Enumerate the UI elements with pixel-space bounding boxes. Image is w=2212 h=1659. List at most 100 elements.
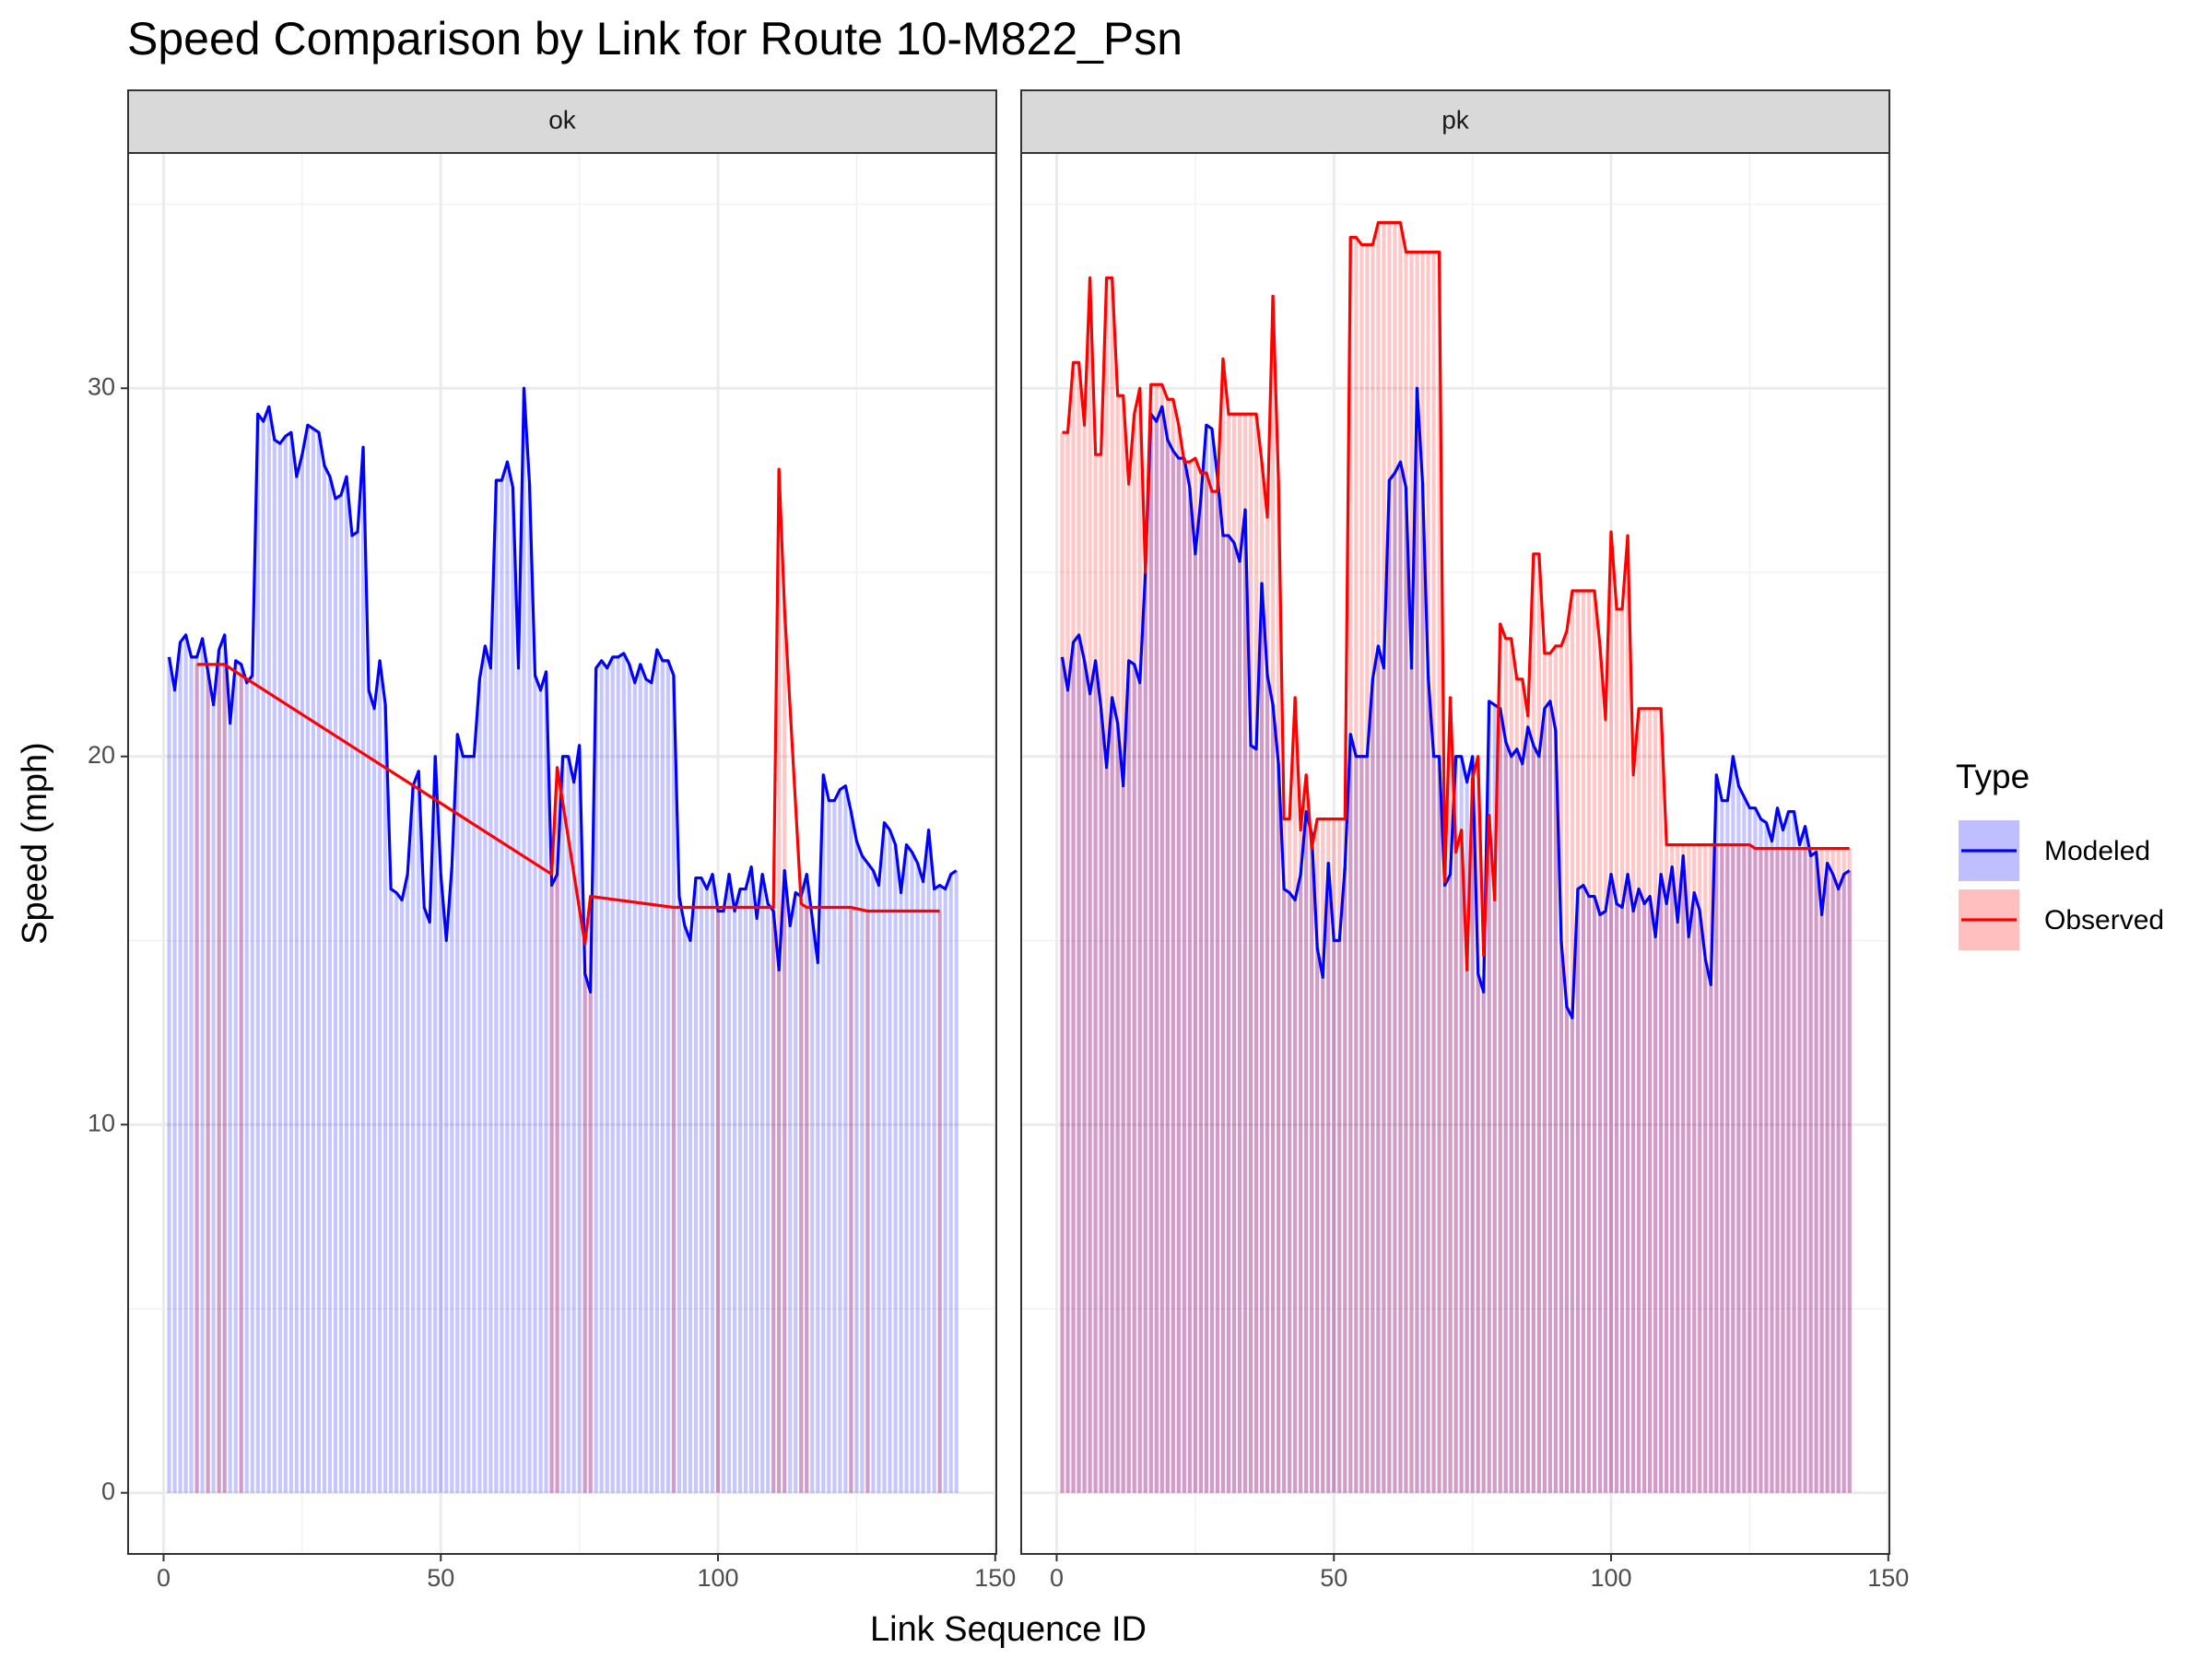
- bar: [1570, 1018, 1575, 1493]
- bar: [1104, 277, 1109, 1493]
- bar: [1343, 866, 1347, 1493]
- legend-label: Modeled: [2044, 836, 2150, 866]
- bar: [400, 900, 405, 1493]
- bar: [1143, 572, 1147, 1493]
- bar: [1520, 678, 1524, 1493]
- strip: [127, 89, 997, 154]
- bar: [1714, 774, 1719, 1493]
- bar: [1575, 888, 1581, 1493]
- bar: [871, 870, 876, 1493]
- bar: [1476, 756, 1480, 1493]
- bar: [1759, 818, 1763, 1493]
- bar: [1808, 848, 1813, 1493]
- bar: [1431, 252, 1436, 1493]
- bar: [588, 896, 593, 1493]
- bar: [1547, 653, 1552, 1493]
- bar: [1536, 756, 1541, 1493]
- bar: [428, 922, 432, 1493]
- bar: [1343, 818, 1347, 1493]
- bar: [1159, 384, 1164, 1493]
- bar: [522, 388, 526, 1493]
- bar: [316, 432, 322, 1493]
- bar: [549, 885, 554, 1493]
- bar: [1326, 818, 1331, 1493]
- bar: [671, 907, 677, 1493]
- bar: [167, 656, 171, 1493]
- bar: [1182, 462, 1186, 1493]
- bar: [649, 682, 653, 1493]
- bar: [1393, 473, 1397, 1493]
- bar: [1725, 800, 1730, 1493]
- bar: [1420, 252, 1425, 1493]
- series-line: [167, 386, 958, 994]
- bar: [1825, 848, 1830, 1493]
- bar: [383, 704, 388, 1493]
- bar: [1143, 572, 1147, 1493]
- x-tick-label: 50: [1320, 1564, 1347, 1592]
- bar: [1242, 510, 1248, 1493]
- bar: [1159, 406, 1164, 1493]
- bar: [1525, 726, 1530, 1493]
- bar: [794, 892, 798, 1493]
- bar: [1709, 844, 1713, 1493]
- bar: [1731, 756, 1735, 1493]
- bar: [677, 896, 682, 1493]
- bar: [360, 447, 366, 1493]
- bar: [1659, 874, 1664, 1493]
- bar: [937, 911, 942, 1493]
- bar: [555, 874, 559, 1493]
- bar: [1786, 811, 1791, 1493]
- strip-label: ok: [548, 105, 577, 134]
- bar: [665, 660, 670, 1493]
- bar: [1198, 499, 1204, 1493]
- bar: [1365, 756, 1370, 1493]
- bar: [849, 907, 853, 1493]
- bar: [1299, 874, 1303, 1493]
- bar: [1198, 473, 1204, 1493]
- bar: [1498, 623, 1502, 1493]
- bar: [250, 675, 254, 1493]
- x-axis-title: Link Sequence ID: [870, 1610, 1147, 1649]
- bar: [1382, 667, 1386, 1493]
- bar: [1665, 903, 1669, 1493]
- bar: [1665, 844, 1669, 1493]
- bar: [1830, 848, 1835, 1493]
- bar: [1731, 844, 1735, 1493]
- bar: [1770, 848, 1774, 1493]
- bar: [1559, 645, 1563, 1493]
- bar: [1293, 697, 1298, 1493]
- bar: [483, 645, 488, 1493]
- bar: [1637, 708, 1641, 1493]
- bar: [1265, 517, 1270, 1493]
- bar: [1520, 763, 1524, 1493]
- bar: [1687, 844, 1691, 1493]
- bar: [1165, 399, 1170, 1493]
- bar: [338, 495, 344, 1493]
- bar: [1681, 844, 1686, 1493]
- bar: [1359, 244, 1364, 1493]
- bar: [183, 634, 188, 1493]
- bar: [1676, 844, 1680, 1493]
- bar: [721, 911, 726, 1493]
- bar: [1514, 678, 1519, 1493]
- bar: [1492, 704, 1497, 1493]
- bar: [389, 888, 394, 1493]
- bar: [1171, 399, 1175, 1493]
- bar: [527, 484, 532, 1493]
- x-tick-label: 0: [1050, 1564, 1064, 1592]
- bar: [450, 866, 454, 1493]
- bar: [1625, 874, 1630, 1493]
- bar: [1692, 892, 1697, 1493]
- bar: [461, 756, 465, 1493]
- bar: [821, 774, 826, 1493]
- bar: [782, 870, 787, 1493]
- bar: [288, 432, 293, 1493]
- bar: [1237, 561, 1242, 1493]
- bar: [1459, 756, 1464, 1493]
- bar: [632, 682, 637, 1493]
- bar: [1487, 700, 1491, 1493]
- bar: [305, 425, 311, 1493]
- bar: [555, 767, 559, 1493]
- bar: [272, 440, 276, 1493]
- bar: [1836, 848, 1841, 1493]
